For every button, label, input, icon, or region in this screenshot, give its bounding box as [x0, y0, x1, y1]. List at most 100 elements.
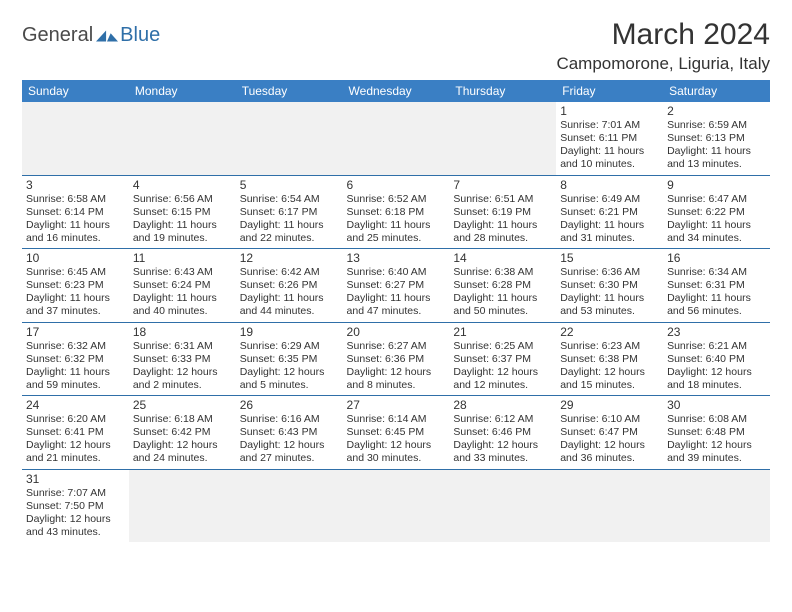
day-number: 31	[26, 472, 125, 486]
day-number: 11	[133, 251, 232, 265]
day-number: 21	[453, 325, 552, 339]
day-cell: 13Sunrise: 6:40 AMSunset: 6:27 PMDayligh…	[343, 249, 450, 323]
sunset-line: Sunset: 6:45 PM	[347, 426, 446, 439]
blank-cell	[129, 102, 236, 175]
day-number: 29	[560, 398, 659, 412]
daylight-line: and 37 minutes.	[26, 305, 125, 318]
daylight-line: Daylight: 12 hours	[453, 366, 552, 379]
day-cell: 12Sunrise: 6:42 AMSunset: 6:26 PMDayligh…	[236, 249, 343, 323]
sunrise-line: Sunrise: 6:45 AM	[26, 266, 125, 279]
daylight-line: Daylight: 12 hours	[133, 439, 232, 452]
dayname-mon: Monday	[129, 80, 236, 102]
day-cell: 26Sunrise: 6:16 AMSunset: 6:43 PMDayligh…	[236, 396, 343, 470]
daylight-line: and 30 minutes.	[347, 452, 446, 465]
daylight-line: Daylight: 11 hours	[26, 219, 125, 232]
day-number: 9	[667, 178, 766, 192]
daylight-line: and 2 minutes.	[133, 379, 232, 392]
month-title: March 2024	[556, 18, 770, 52]
blank-cell	[449, 469, 556, 542]
daylight-line: Daylight: 11 hours	[667, 145, 766, 158]
brand-logo: General Blue	[22, 18, 160, 47]
day-number: 23	[667, 325, 766, 339]
daylight-line: Daylight: 11 hours	[26, 366, 125, 379]
week-row: 1Sunrise: 7:01 AMSunset: 6:11 PMDaylight…	[22, 102, 770, 175]
sunset-line: Sunset: 6:22 PM	[667, 206, 766, 219]
day-cell: 23Sunrise: 6:21 AMSunset: 6:40 PMDayligh…	[663, 322, 770, 396]
brand-part1: General	[22, 24, 93, 47]
sunset-line: Sunset: 6:21 PM	[560, 206, 659, 219]
daylight-line: and 24 minutes.	[133, 452, 232, 465]
sunset-line: Sunset: 6:47 PM	[560, 426, 659, 439]
sunrise-line: Sunrise: 7:01 AM	[560, 119, 659, 132]
day-number: 8	[560, 178, 659, 192]
daylight-line: Daylight: 12 hours	[347, 366, 446, 379]
sunrise-line: Sunrise: 6:52 AM	[347, 193, 446, 206]
blank-cell	[663, 469, 770, 542]
daylight-line: Daylight: 11 hours	[667, 219, 766, 232]
day-number: 28	[453, 398, 552, 412]
blank-cell	[556, 469, 663, 542]
sunrise-line: Sunrise: 6:12 AM	[453, 413, 552, 426]
sunset-line: Sunset: 6:24 PM	[133, 279, 232, 292]
sunrise-line: Sunrise: 6:20 AM	[26, 413, 125, 426]
sunset-line: Sunset: 6:11 PM	[560, 132, 659, 145]
daylight-line: Daylight: 11 hours	[133, 292, 232, 305]
sunset-line: Sunset: 6:15 PM	[133, 206, 232, 219]
daylight-line: and 34 minutes.	[667, 232, 766, 245]
daylight-line: Daylight: 11 hours	[26, 292, 125, 305]
week-row: 17Sunrise: 6:32 AMSunset: 6:32 PMDayligh…	[22, 322, 770, 396]
sunrise-line: Sunrise: 6:49 AM	[560, 193, 659, 206]
day-number: 2	[667, 104, 766, 118]
sunset-line: Sunset: 6:30 PM	[560, 279, 659, 292]
day-cell: 25Sunrise: 6:18 AMSunset: 6:42 PMDayligh…	[129, 396, 236, 470]
sunset-line: Sunset: 6:46 PM	[453, 426, 552, 439]
dayname-wed: Wednesday	[343, 80, 450, 102]
brand-part2: Blue	[120, 24, 160, 47]
sunrise-line: Sunrise: 6:23 AM	[560, 340, 659, 353]
daylight-line: Daylight: 11 hours	[347, 219, 446, 232]
daylight-line: Daylight: 12 hours	[240, 439, 339, 452]
daylight-line: Daylight: 12 hours	[26, 439, 125, 452]
day-number: 14	[453, 251, 552, 265]
day-number: 20	[347, 325, 446, 339]
day-cell: 18Sunrise: 6:31 AMSunset: 6:33 PMDayligh…	[129, 322, 236, 396]
sunset-line: Sunset: 6:23 PM	[26, 279, 125, 292]
dayname-thu: Thursday	[449, 80, 556, 102]
daylight-line: Daylight: 12 hours	[560, 366, 659, 379]
daylight-line: Daylight: 11 hours	[560, 145, 659, 158]
sunset-line: Sunset: 6:19 PM	[453, 206, 552, 219]
daylight-line: and 15 minutes.	[560, 379, 659, 392]
calendar-page: General Blue March 2024 Campomorone, Lig…	[0, 0, 792, 542]
sunrise-line: Sunrise: 6:47 AM	[667, 193, 766, 206]
sunrise-line: Sunrise: 6:32 AM	[26, 340, 125, 353]
day-cell: 28Sunrise: 6:12 AMSunset: 6:46 PMDayligh…	[449, 396, 556, 470]
day-number: 22	[560, 325, 659, 339]
daylight-line: and 19 minutes.	[133, 232, 232, 245]
day-cell: 1Sunrise: 7:01 AMSunset: 6:11 PMDaylight…	[556, 102, 663, 175]
day-cell: 7Sunrise: 6:51 AMSunset: 6:19 PMDaylight…	[449, 175, 556, 249]
daylight-line: Daylight: 11 hours	[667, 292, 766, 305]
day-number: 10	[26, 251, 125, 265]
daylight-line: and 47 minutes.	[347, 305, 446, 318]
sunrise-line: Sunrise: 6:36 AM	[560, 266, 659, 279]
daylight-line: and 36 minutes.	[560, 452, 659, 465]
day-number: 30	[667, 398, 766, 412]
blank-cell	[236, 102, 343, 175]
sunrise-line: Sunrise: 6:34 AM	[667, 266, 766, 279]
day-cell: 6Sunrise: 6:52 AMSunset: 6:18 PMDaylight…	[343, 175, 450, 249]
sunset-line: Sunset: 6:13 PM	[667, 132, 766, 145]
sunset-line: Sunset: 6:17 PM	[240, 206, 339, 219]
daylight-line: Daylight: 11 hours	[240, 292, 339, 305]
sunrise-line: Sunrise: 6:27 AM	[347, 340, 446, 353]
sunset-line: Sunset: 7:50 PM	[26, 500, 125, 513]
week-row: 31Sunrise: 7:07 AMSunset: 7:50 PMDayligh…	[22, 469, 770, 542]
flag-icon	[96, 28, 118, 44]
day-number: 5	[240, 178, 339, 192]
sunset-line: Sunset: 6:14 PM	[26, 206, 125, 219]
sunset-line: Sunset: 6:27 PM	[347, 279, 446, 292]
sunset-line: Sunset: 6:26 PM	[240, 279, 339, 292]
daylight-line: Daylight: 12 hours	[26, 513, 125, 526]
day-number: 24	[26, 398, 125, 412]
day-cell: 20Sunrise: 6:27 AMSunset: 6:36 PMDayligh…	[343, 322, 450, 396]
sunrise-line: Sunrise: 7:07 AM	[26, 487, 125, 500]
